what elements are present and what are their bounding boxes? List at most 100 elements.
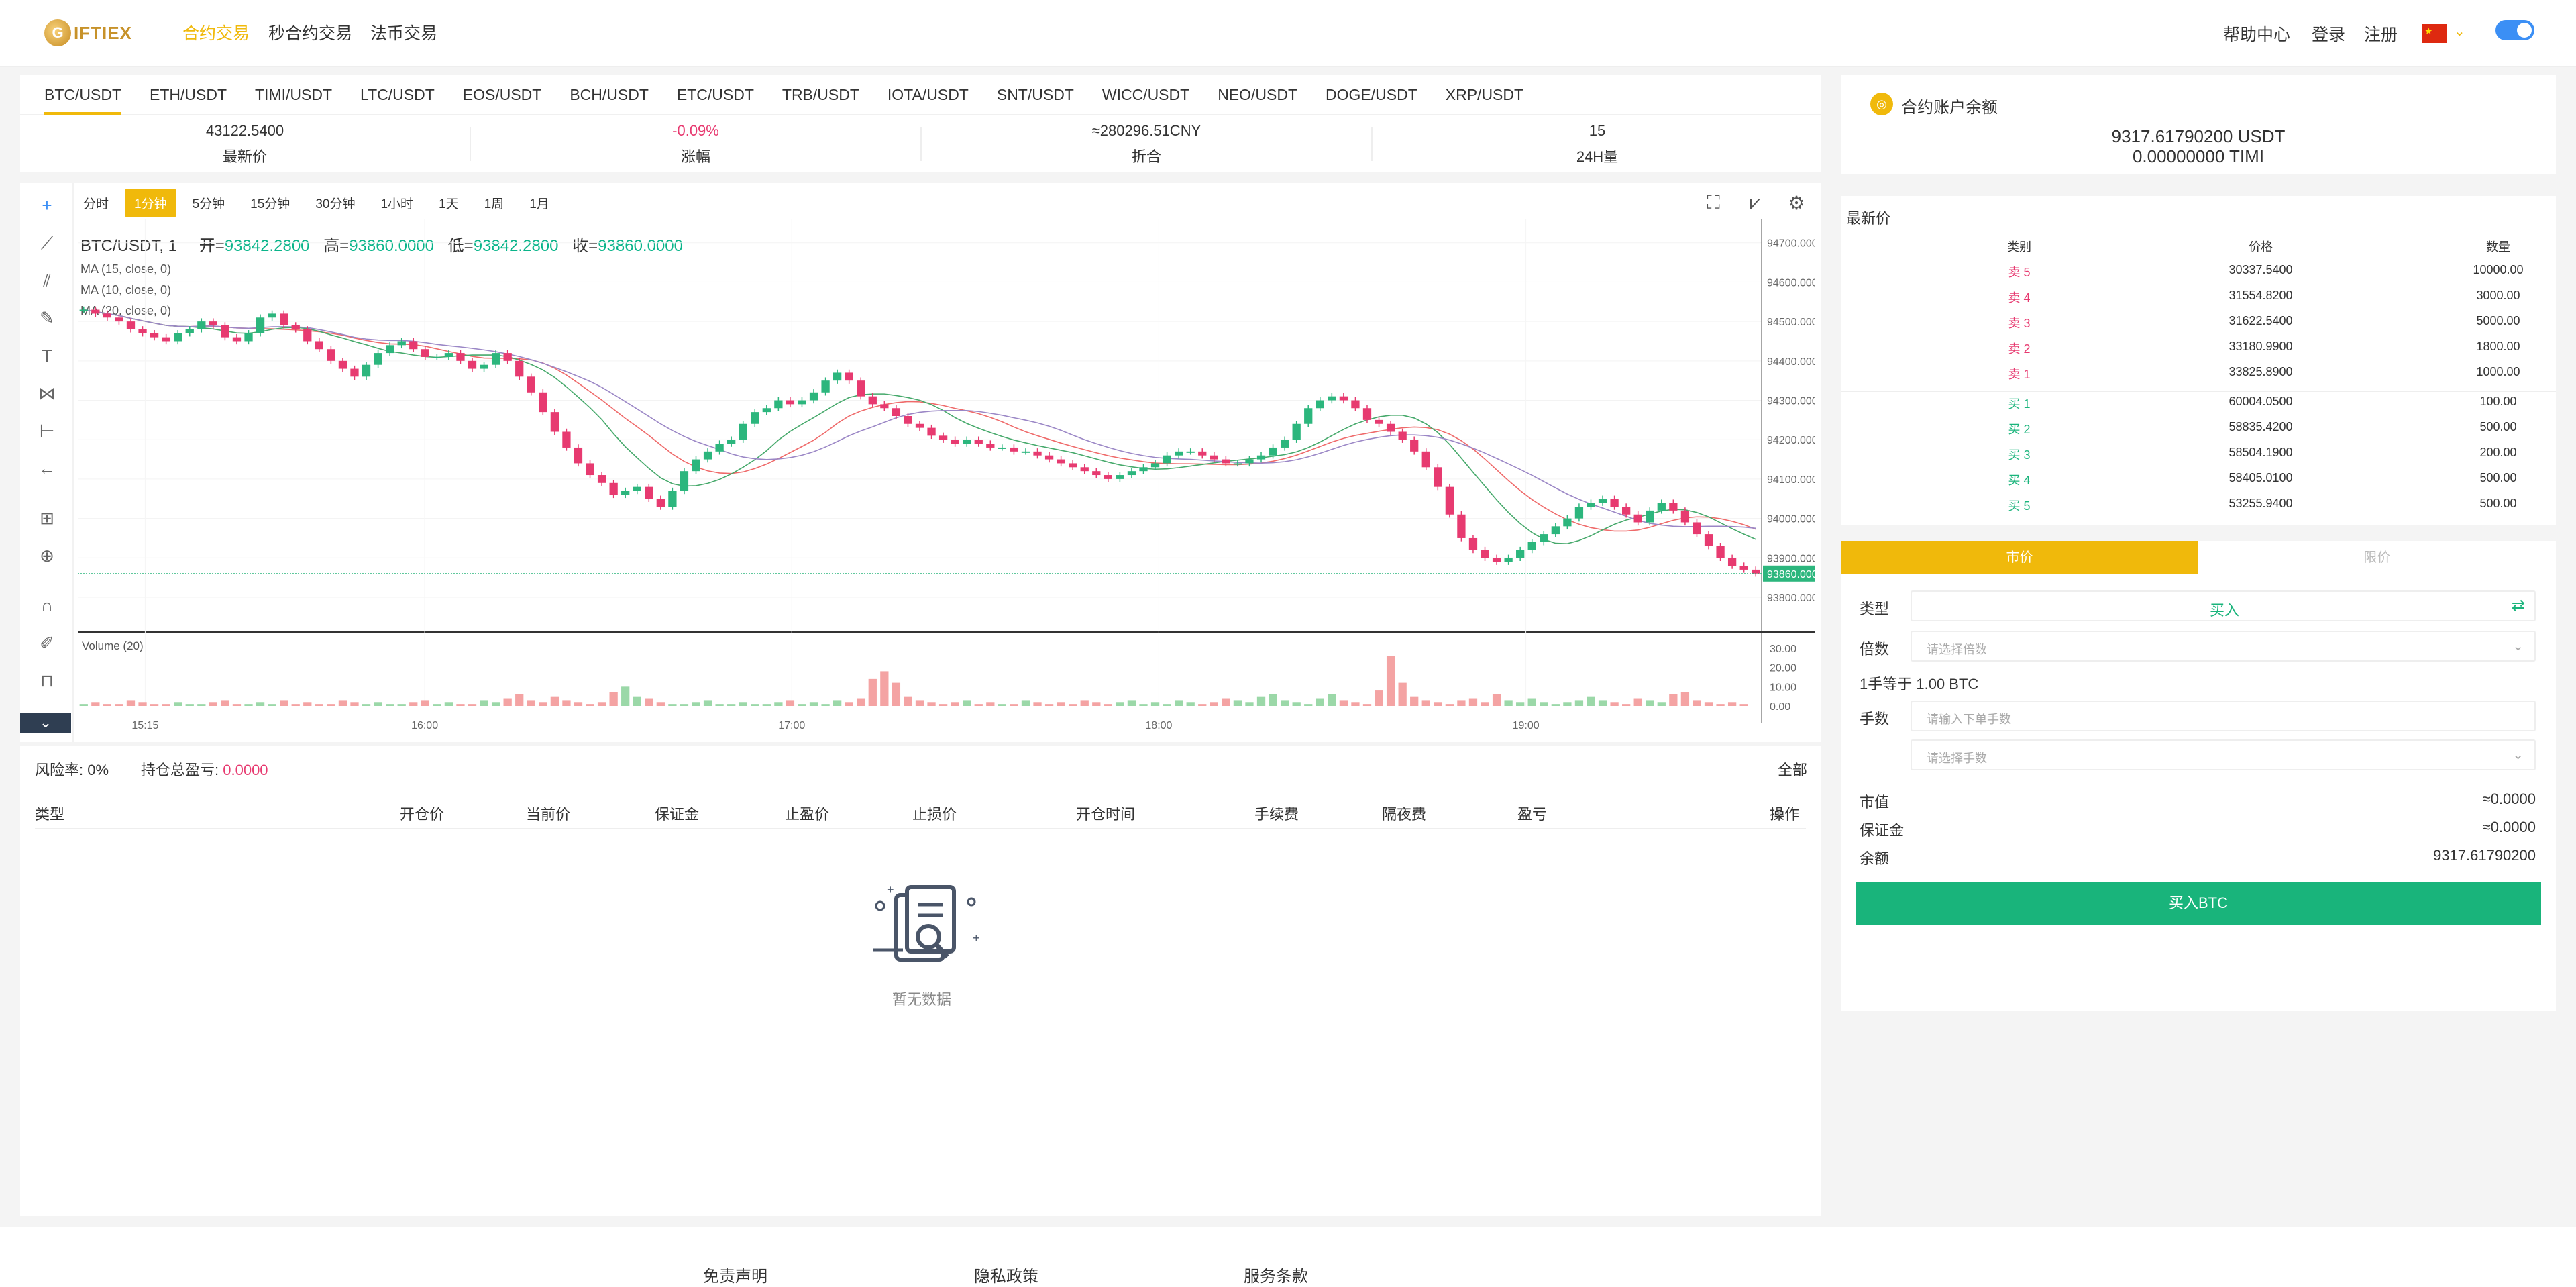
candle[interactable] [809,392,818,401]
text-icon[interactable]: T [42,346,52,366]
candle[interactable] [456,353,465,361]
candle[interactable] [480,364,488,369]
candle[interactable] [1398,431,1407,440]
candle[interactable] [1104,475,1112,479]
bid-price[interactable]: 53255.9400 [2229,497,2293,510]
candle[interactable] [503,353,512,361]
collapse-toolbar-button[interactable]: ⌄ [20,713,71,733]
candle[interactable] [1210,455,1218,460]
crosshair-icon[interactable]: + [42,195,52,215]
bid-price[interactable]: 58835.4200 [2229,420,2293,433]
candle[interactable] [79,309,88,311]
candle[interactable] [1245,459,1254,464]
candle[interactable] [1186,451,1195,453]
candle[interactable] [1540,534,1548,542]
nav-contract[interactable]: 合约交易 [182,24,250,43]
candle[interactable] [409,341,418,350]
buy-button[interactable]: 买入BTC [1856,882,2541,925]
help-center-link[interactable]: 帮助中心 [2223,25,2291,44]
candle[interactable] [162,337,170,342]
candle[interactable] [892,408,901,416]
candle[interactable] [1386,423,1395,432]
price-chart[interactable]: 94700.0000 94600.0000 94500.0000 94400.0000… [78,219,1815,742]
candle[interactable] [115,317,123,322]
candle[interactable] [1587,503,1595,507]
settings-gear-icon[interactable]: ⚙ [1788,193,1805,213]
candle[interactable] [915,423,924,428]
candle[interactable] [715,444,724,452]
fullscreen-icon[interactable]: ⛶ [1707,192,1720,213]
candle[interactable] [798,400,806,405]
hands-select[interactable]: 请选择手数 ⌄ [1911,739,2536,770]
candle[interactable] [927,427,936,436]
candle[interactable] [1574,507,1584,519]
interval-6[interactable]: 1天 [439,197,459,211]
candle[interactable] [1610,499,1619,507]
candle[interactable] [150,333,159,338]
candle[interactable] [621,491,630,495]
logo[interactable]: G IFTIEX [44,17,138,48]
candle[interactable] [1468,537,1478,550]
ask-price[interactable]: 31554.8200 [2229,289,2293,302]
candle[interactable] [1044,455,1054,460]
candle[interactable] [1752,569,1760,574]
footer-terms[interactable]: 服务条款 [1244,1268,1308,1286]
candle[interactable] [303,329,312,342]
candle[interactable] [421,349,429,357]
interval-2[interactable]: 5分钟 [192,197,225,211]
theme-toggle[interactable] [2496,20,2534,40]
candle[interactable] [1669,503,1678,511]
candle[interactable] [1010,447,1018,452]
candle[interactable] [374,353,382,365]
lock-icon[interactable]: ⊓ [40,670,54,690]
candle[interactable] [1233,463,1242,465]
china-flag-icon[interactable]: ★ [2422,24,2447,43]
candle[interactable] [574,447,583,464]
candle[interactable] [209,321,217,325]
pair-tab-btc[interactable]: BTC/USDT [44,74,121,115]
candle[interactable] [103,313,112,318]
candle[interactable] [963,440,971,444]
bid-price[interactable]: 58405.0100 [2229,471,2293,484]
candle[interactable] [1150,463,1160,468]
interval-3[interactable]: 15分钟 [250,197,290,211]
candle[interactable] [1021,451,1030,453]
pair-tab-eth[interactable]: ETH/USDT [150,86,227,103]
candle[interactable] [974,440,983,444]
candle[interactable] [1304,408,1313,424]
candle[interactable] [232,337,241,342]
candle[interactable] [703,451,712,460]
candle[interactable] [1716,546,1725,558]
candle[interactable] [680,471,689,491]
candle[interactable] [938,435,948,440]
candle[interactable] [268,313,276,318]
candle[interactable] [1693,522,1701,535]
candle[interactable] [786,400,795,405]
nav-second-contract[interactable]: 秒合约交易 [268,24,353,43]
candle[interactable] [1727,558,1737,566]
candle[interactable] [951,440,959,444]
trend-line-icon[interactable]: ⟋ [40,233,54,253]
candle[interactable] [1339,396,1348,401]
candle[interactable] [280,313,288,325]
candle[interactable] [845,372,853,381]
pattern-icon[interactable]: ⋈ [38,383,56,403]
candle[interactable] [692,459,700,472]
tab-market[interactable]: 市价 [1841,541,2198,574]
leverage-select[interactable]: 请选择倍数 ⌄ [1911,631,2536,662]
footer-privacy[interactable]: 隐私政策 [974,1268,1038,1286]
candle[interactable] [1328,396,1336,401]
candle[interactable] [185,329,194,333]
pencil-lock-icon[interactable]: ✐ [40,633,54,653]
interval-8[interactable]: 1月 [529,197,549,211]
candle[interactable] [1421,451,1430,468]
candle[interactable] [1739,566,1748,570]
candle[interactable] [1633,514,1642,523]
candle[interactable] [126,321,136,329]
candle[interactable] [515,360,524,377]
candle[interactable] [880,404,889,409]
candle[interactable] [609,482,618,495]
pair-tab-timi[interactable]: TIMI/USDT [255,86,332,103]
candle[interactable] [1316,400,1324,409]
candle[interactable] [1527,542,1536,550]
